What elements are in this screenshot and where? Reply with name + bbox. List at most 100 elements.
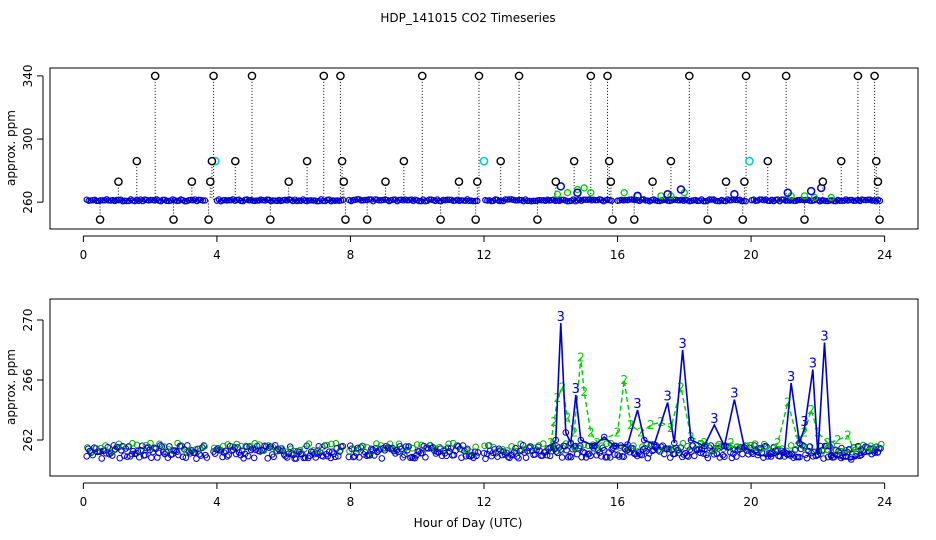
- green-point-label: 2: [727, 436, 735, 450]
- cyan-point: [745, 156, 754, 166]
- baseline-point: [155, 449, 163, 457]
- top-y-axis: 260 300 340: [21, 64, 44, 214]
- spike-point: [471, 215, 480, 224]
- top-x-axis: 0 4 8 12 16 20 24: [80, 235, 892, 262]
- blue-series-line: [550, 322, 879, 461]
- x-tick-label: 8: [347, 248, 355, 262]
- baseline-point: [838, 197, 846, 204]
- baseline-point: [339, 442, 347, 450]
- green-point-label: 2: [620, 373, 628, 387]
- green-point-label: 2: [559, 381, 567, 395]
- spike-point: [417, 71, 427, 81]
- baseline-point: [581, 449, 588, 457]
- baseline-point: [89, 451, 97, 459]
- baseline-point: [742, 198, 749, 205]
- baseline-point: [142, 451, 149, 459]
- spike-point: [496, 156, 505, 166]
- baseline-point: [405, 443, 413, 450]
- spike-point: [586, 71, 596, 81]
- baseline-point: [288, 449, 296, 457]
- baseline-point: [471, 448, 479, 456]
- baseline-point: [200, 442, 208, 449]
- spike-point: [339, 177, 349, 186]
- baseline-point: [148, 454, 155, 461]
- baseline-point: [219, 453, 226, 461]
- green-point-label: 2: [744, 441, 752, 455]
- baseline-point: [563, 446, 570, 454]
- baseline-point: [96, 448, 104, 456]
- blue-point: [874, 448, 882, 456]
- baseline-point: [265, 444, 273, 451]
- baseline-point: [841, 449, 848, 457]
- baseline-point: [375, 197, 383, 204]
- green-point: [563, 189, 572, 197]
- baseline-point: [102, 450, 110, 457]
- baseline-point: [292, 455, 300, 462]
- bottom-x-axis: 0 4 8 12 16 20 24: [80, 482, 892, 509]
- baseline-point: [474, 197, 481, 205]
- baseline-point: [450, 451, 458, 459]
- baseline-point: [432, 450, 440, 457]
- x-tick-label: 4: [213, 495, 221, 509]
- blue-point: [754, 451, 762, 459]
- baseline-point: [620, 453, 628, 461]
- baseline-green-point: [747, 441, 754, 449]
- baseline-green-point: [413, 441, 421, 448]
- spike-point: [703, 215, 712, 224]
- green-point-label: 2: [577, 351, 585, 365]
- green-point-label: 2: [647, 418, 655, 432]
- blue-point: [676, 185, 686, 194]
- x-axis-label: Hour of Day (UTC): [414, 516, 523, 530]
- y-tick-label: 262: [21, 429, 35, 452]
- baseline-point: [211, 450, 219, 457]
- baseline-point: [446, 196, 453, 204]
- baseline-point: [353, 196, 361, 203]
- baseline-green-point: [562, 440, 570, 447]
- baseline-point: [172, 447, 179, 455]
- spike-point: [169, 215, 178, 224]
- green-point: [620, 189, 628, 197]
- baseline-green-point: [481, 442, 488, 450]
- baseline-point: [361, 196, 369, 204]
- x-tick-label: 24: [877, 495, 892, 509]
- baseline-point: [416, 197, 423, 205]
- blue-point-label: 3: [678, 337, 686, 352]
- baseline-green-point: [472, 443, 479, 451]
- blue-point-label: 3: [633, 397, 641, 412]
- x-tick-label: 8: [347, 495, 355, 509]
- x-tick-label: 0: [80, 248, 88, 262]
- baseline-point: [334, 452, 342, 460]
- spike-point: [781, 71, 791, 81]
- green-point-label: 2: [550, 415, 558, 429]
- green-point-label: 2: [784, 396, 792, 410]
- spike-point: [209, 71, 218, 81]
- bottom-y-axis-label: approx. ppm: [4, 349, 18, 425]
- baseline-point: [231, 444, 238, 451]
- baseline-point: [303, 442, 311, 450]
- blue-point: [767, 453, 775, 460]
- baseline-point: [575, 444, 582, 452]
- baseline-point: [836, 197, 844, 204]
- green-point: [827, 193, 835, 202]
- baseline-point: [704, 454, 712, 462]
- green-point: [800, 192, 809, 200]
- spike-point: [853, 71, 863, 81]
- blue-point-label: 3: [730, 387, 738, 402]
- blue-point: [741, 444, 748, 451]
- baseline-green-point: [242, 442, 250, 450]
- spike-point: [454, 177, 464, 186]
- spike-point: [871, 156, 881, 166]
- baseline-point: [444, 444, 452, 452]
- spike-point: [836, 156, 846, 166]
- baseline-point: [839, 453, 847, 461]
- baseline-point: [267, 443, 274, 450]
- baseline-green-point: [503, 447, 511, 454]
- baseline-point: [462, 452, 470, 460]
- baseline-green-point: [404, 443, 412, 451]
- blue-point: [670, 439, 678, 447]
- top-plot-frame: [49, 67, 919, 230]
- baseline-point: [506, 196, 513, 203]
- baseline-green-point: [147, 439, 154, 447]
- baseline-point: [253, 197, 261, 204]
- green-point-label: 2: [564, 411, 572, 425]
